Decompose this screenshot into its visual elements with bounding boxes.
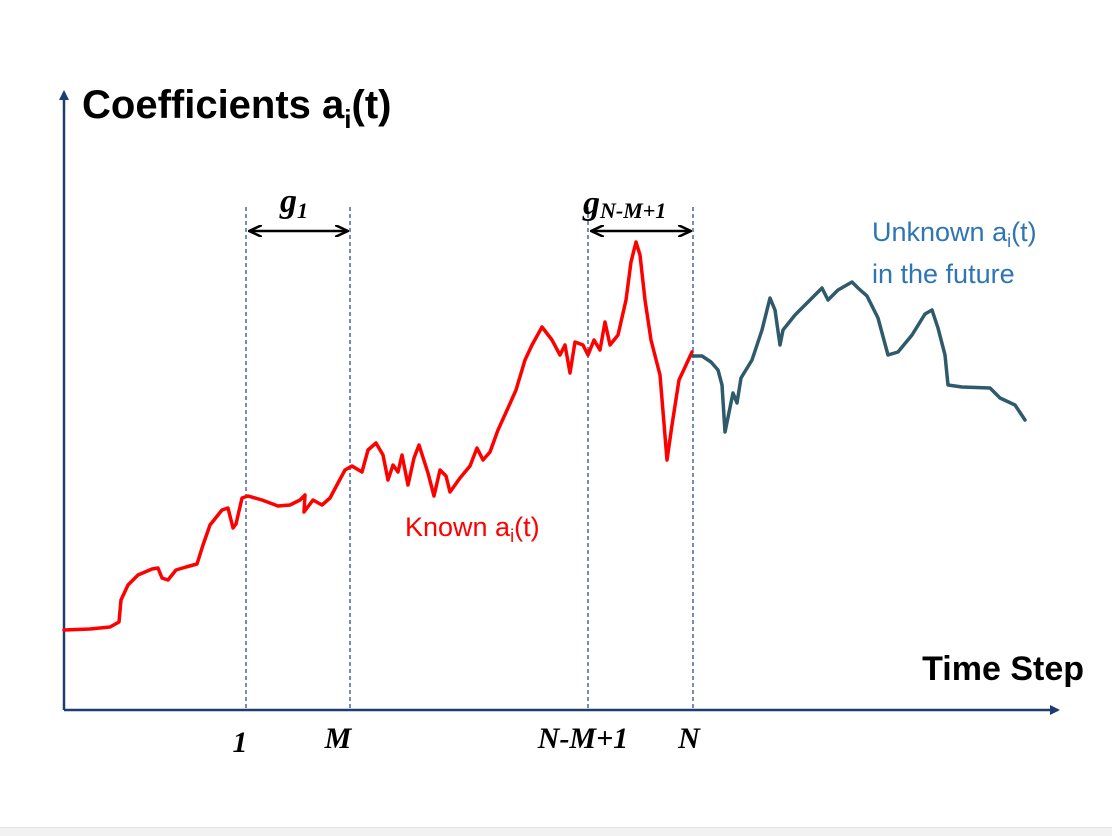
known-label: Known ai(t) bbox=[405, 512, 540, 546]
y-axis-title: Coefficients ai(t) bbox=[82, 83, 392, 134]
x-axis-title: Time Step bbox=[922, 650, 1084, 688]
tick-label-n: N bbox=[677, 722, 701, 755]
tick-label-m: M bbox=[324, 722, 353, 755]
tick-label-1: 1 bbox=[233, 726, 248, 759]
known-series-line bbox=[62, 240, 694, 632]
window-label-g1: g1 bbox=[279, 183, 308, 223]
bottom-band bbox=[0, 827, 1112, 836]
window-label-gnm1: gN-M+1 bbox=[582, 185, 666, 223]
unknown-series-line bbox=[691, 280, 1027, 434]
unknown-label-line2: in the future bbox=[872, 259, 1015, 289]
tick-label-n-m-1: N-M+1 bbox=[537, 722, 628, 755]
unknown-label-line1: Unknown ai(t) bbox=[872, 217, 1037, 251]
